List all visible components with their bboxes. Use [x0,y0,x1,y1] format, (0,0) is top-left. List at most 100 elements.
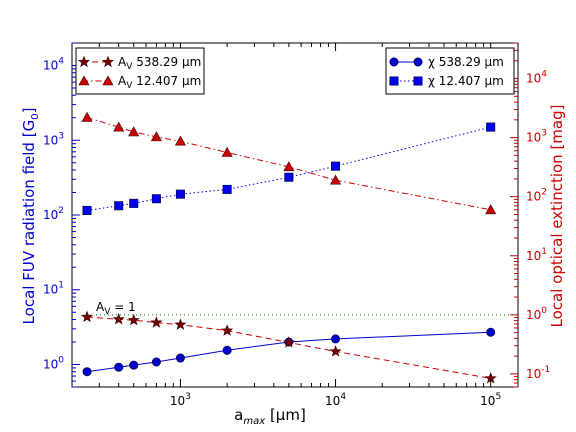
series-2-point [127,313,140,326]
y-right-tick-label: 100 [526,306,547,322]
series-1-point [486,122,496,132]
y-left-tick-label-base: 10 [43,133,58,147]
x-tick-label-base: 10 [480,394,495,408]
series-0-point [486,327,496,337]
y-right-tick-label-exp: 4 [541,70,547,80]
legend-left-frame [75,47,205,95]
y-right-tick-label-base: 10 [526,72,541,86]
y-left-tick-label-exp: 2 [58,206,64,216]
series-0-point [175,353,185,363]
series-1-point [331,161,341,171]
legend-right: χ 538.29 μm χ 12.407 μm [385,47,515,95]
series-1-point [129,198,139,208]
x-axis-title-sub: max [243,416,265,427]
series-2-point [112,312,125,325]
series-3-point [150,131,162,142]
plot-frame [71,42,519,388]
series-2-point [80,310,94,323]
y-right-tick-label: 10-1 [526,365,550,381]
legend-label-main: A [118,55,127,69]
series-2-point [174,318,187,330]
y-left-axis-title: Local FUV radiation field [G0] [20,108,41,325]
legend-label: χ 538.29 μm [428,55,504,69]
series-1-point [151,194,161,204]
series-0-point [151,357,161,367]
legend-marker [101,55,115,68]
legend-marker [389,76,399,86]
series-3-point [485,204,497,215]
series-3-point [221,146,233,157]
series-3-point [128,126,140,137]
reference-line-label: AV = 1 [96,300,136,317]
series-3-point [174,135,186,146]
plot-area: AV = 1 [80,111,518,384]
series-2-point [150,316,163,328]
series-1-point [82,205,92,215]
y-left-axis-title-main: Local FUV radiation field [G [20,120,38,325]
series-0-point [129,360,139,370]
y-left-tick-label: 101 [43,281,64,297]
tick-layer: 103 104 10510010110210310410-1100101102103… [43,42,550,408]
y-left-tick-label-base: 10 [43,283,58,297]
series-2-point [329,345,342,357]
series-1-point [284,172,294,182]
legend-marker [389,57,399,67]
y-right-tick-label: 102 [526,188,547,204]
y-right-tick-label: 104 [526,70,547,86]
y-right-axis-title-main: Local optical extinction [mag] [548,105,566,328]
x-tick-label: 103 [170,392,191,408]
series-2-point [282,336,295,348]
y-left-tick-label: 102 [43,206,64,222]
y-left-axis-title-sub: 0 [30,113,41,119]
x-tick-label: 104 [325,392,346,408]
y-left-tick-label: 103 [43,131,64,147]
y-right-tick-label-exp: 1 [541,247,547,257]
series-0-point [114,362,124,372]
y-left-tick-label-exp: 0 [58,355,64,365]
y-right-tick-label-base: 10 [526,190,541,204]
legend-label-main: A [118,74,127,88]
y-right-tick-label-exp: 0 [541,306,547,316]
series-line-1 [86,126,491,211]
y-right-tick-label-base: 10 [526,131,541,145]
series-3-point [81,111,93,122]
y-left-tick-label-base: 10 [43,59,58,73]
legend-label: χ 12.407 μm [428,74,504,88]
y-right-tick-label-base: 10 [526,367,541,381]
x-tick-label-exp: 3 [185,392,191,402]
x-tick-label-exp: 4 [340,392,346,402]
series-3-point [113,121,125,132]
x-tick-label-base: 10 [325,394,340,408]
y-right-tick-label-exp: -1 [541,365,550,375]
x-axis-title-unit: [μm] [265,406,306,424]
y-left-axis-title-end: ] [20,108,38,114]
series-3-point [283,161,295,172]
legend-marker [77,55,91,68]
x-tick-label-base: 10 [170,394,185,408]
series-1-point [222,184,232,194]
legend-label-rest: 538.29 μm [132,55,201,69]
y-right-axis-title: Local optical extinction [mag] [548,105,566,328]
x-tick-label: 105 [480,392,501,408]
y-left-tick-label-exp: 3 [58,131,64,141]
legend-label: AV 538.29 μm [118,55,201,72]
y-right-tick-label: 101 [526,247,547,263]
y-left-tick-label-base: 10 [43,208,58,222]
y-right-tick-label: 103 [526,129,547,145]
series-1-point [175,189,185,199]
x-axis-title: amax [μm] [234,406,306,427]
legend-right-frame [385,47,515,95]
legend-marker [413,76,423,86]
reference-label-rest: = 1 [110,300,135,314]
legend-label-sub: V [126,62,133,72]
y-left-tick-label-base: 10 [43,357,58,371]
legend-marker [413,57,423,67]
y-right-tick-label-exp: 2 [541,188,547,198]
legend-label-sub: V [126,81,133,91]
series-3-point [330,174,342,185]
legend-marker [102,75,114,86]
series-0-point [331,334,341,344]
